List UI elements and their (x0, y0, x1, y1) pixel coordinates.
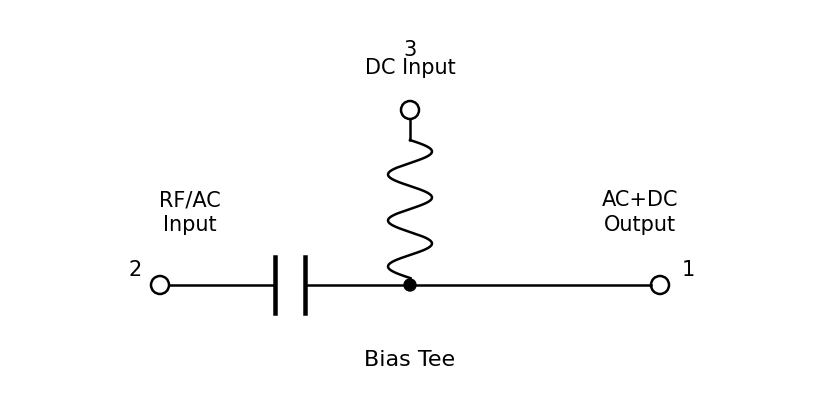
Text: Bias Tee: Bias Tee (364, 350, 455, 370)
Text: AC+DC: AC+DC (601, 190, 677, 210)
Text: 2: 2 (129, 260, 142, 280)
Text: 3: 3 (403, 40, 416, 60)
Text: Output: Output (604, 215, 675, 235)
Circle shape (404, 279, 415, 291)
Text: Input: Input (163, 215, 216, 235)
Text: DC Input: DC Input (364, 58, 455, 78)
Text: RF/AC: RF/AC (159, 190, 220, 210)
Text: 1: 1 (681, 260, 694, 280)
